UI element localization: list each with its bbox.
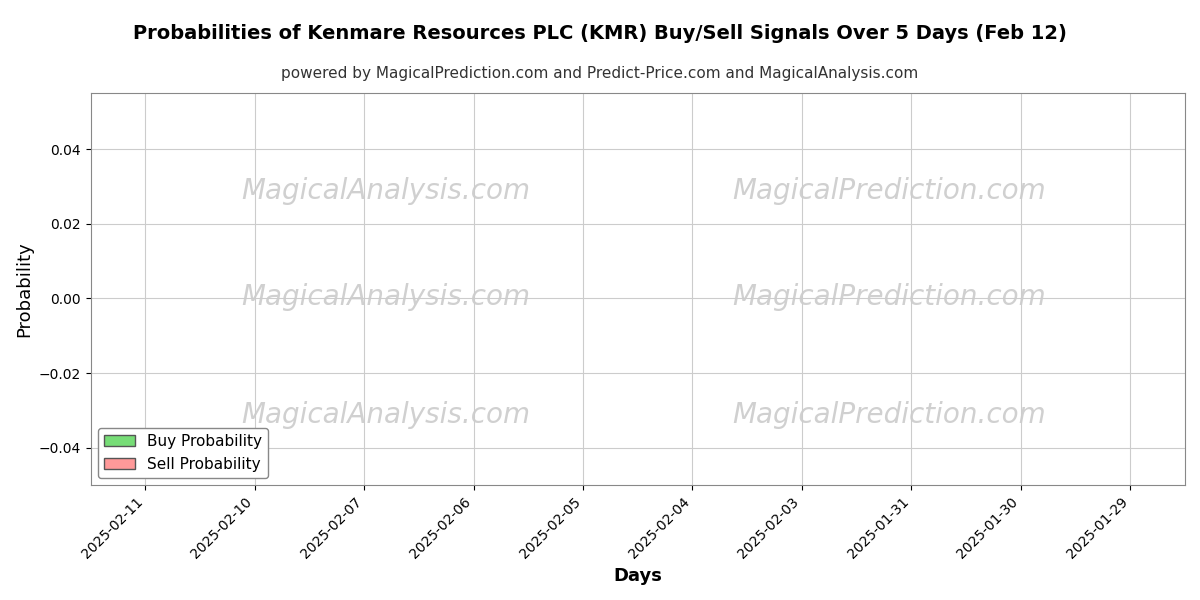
Y-axis label: Probability: Probability	[14, 241, 32, 337]
Legend: Buy Probability, Sell Probability: Buy Probability, Sell Probability	[98, 428, 268, 478]
Text: MagicalPrediction.com: MagicalPrediction.com	[733, 283, 1046, 311]
Text: MagicalAnalysis.com: MagicalAnalysis.com	[241, 401, 530, 428]
X-axis label: Days: Days	[613, 567, 662, 585]
Text: Probabilities of Kenmare Resources PLC (KMR) Buy/Sell Signals Over 5 Days (Feb 1: Probabilities of Kenmare Resources PLC (…	[133, 24, 1067, 43]
Text: MagicalPrediction.com: MagicalPrediction.com	[733, 401, 1046, 428]
Text: MagicalAnalysis.com: MagicalAnalysis.com	[241, 283, 530, 311]
Text: powered by MagicalPrediction.com and Predict-Price.com and MagicalAnalysis.com: powered by MagicalPrediction.com and Pre…	[281, 66, 919, 81]
Text: MagicalAnalysis.com: MagicalAnalysis.com	[241, 177, 530, 205]
Text: MagicalPrediction.com: MagicalPrediction.com	[733, 177, 1046, 205]
